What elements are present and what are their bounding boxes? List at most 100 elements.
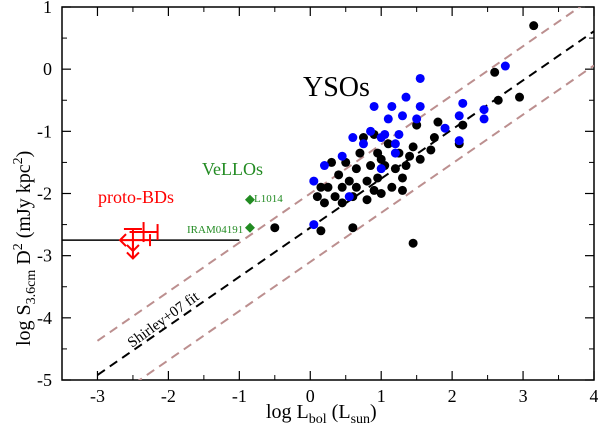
blue-circle-point <box>309 176 319 186</box>
black-circle-point <box>355 148 365 158</box>
x-tick-label: 2 <box>448 386 457 406</box>
blue-circle-point <box>309 220 319 230</box>
black-circle-point <box>337 198 347 208</box>
black-circle-point <box>401 161 411 171</box>
black-circle-point <box>405 151 415 161</box>
blue-circle-point <box>454 111 464 121</box>
y-tick-label: -5 <box>37 370 52 390</box>
black-circle-point <box>387 182 397 192</box>
blue-circle-point <box>479 105 489 115</box>
black-circle-point <box>366 161 376 171</box>
blue-circle-point <box>401 92 411 102</box>
blue-circle-point <box>383 114 393 124</box>
y-tick-label: 0 <box>43 59 52 79</box>
blue-circle-point <box>348 133 358 143</box>
black-circle-point <box>344 176 354 186</box>
axis-ticks <box>61 6 595 381</box>
blue-circle-point <box>458 98 468 108</box>
proto-bd-markers <box>118 222 159 260</box>
y-tick-label: 1 <box>43 0 52 17</box>
black-circle-point <box>362 195 372 205</box>
blue-circle-point <box>390 139 400 149</box>
blue-circle-point <box>440 123 450 133</box>
black-circle-point <box>412 120 422 130</box>
black-circle-point <box>334 170 344 180</box>
proto-bd-arrow-head <box>126 251 140 260</box>
blue-circle-point <box>376 133 386 143</box>
blue-circle-point <box>397 111 407 121</box>
vello-diamond-point <box>244 222 255 233</box>
black-circle-point <box>429 133 439 143</box>
blue-circle-point <box>390 148 400 158</box>
black-circle-point <box>337 182 347 192</box>
black-circle-point <box>376 189 386 198</box>
black-circle-point <box>348 223 358 233</box>
black-circle-point <box>433 117 443 127</box>
x-tick-label: 4 <box>590 386 598 406</box>
x-tick-label: -1 <box>232 386 247 406</box>
black-circle-point <box>397 185 407 195</box>
blue-circle-point <box>376 164 386 174</box>
vello-diamond-point <box>244 194 255 205</box>
blue-circle-point <box>415 73 425 83</box>
black-circle-point <box>330 192 340 202</box>
black-circle-point <box>529 21 539 31</box>
black-circle-point <box>515 92 525 102</box>
y-tick-label: -1 <box>37 121 52 141</box>
black-circle-point <box>458 120 468 130</box>
blue-circle-point <box>500 61 510 71</box>
blue-circle-point <box>369 101 379 111</box>
x-tick-label: 1 <box>377 386 386 406</box>
black-circle-point <box>351 164 361 174</box>
black-circle-point <box>358 133 368 143</box>
black-circle-point <box>312 192 322 202</box>
black-circle-point <box>319 198 329 208</box>
black-circle-point <box>426 145 436 155</box>
blue-circle-point <box>337 151 347 161</box>
black-circle-point <box>408 142 418 152</box>
black-circle-point <box>408 238 418 248</box>
tick-labels: -3 -2 -1 0 1 2 3 4 -5 -4 -3 -2 -1 0 1 <box>37 0 598 406</box>
black-circle-point <box>351 182 361 192</box>
vellos-label: VeLLOs <box>202 159 263 179</box>
y-tick-label: -2 <box>37 184 52 204</box>
blue-circle-point <box>366 126 376 136</box>
blue-circle-point <box>394 129 404 139</box>
black-circle-point <box>415 154 425 164</box>
black-circle-point <box>373 148 383 158</box>
black-circle-point <box>390 164 400 174</box>
y-tick-label: -4 <box>37 308 52 328</box>
black-circle-point <box>369 185 379 195</box>
black-circle-point <box>316 182 326 192</box>
black-circle-point <box>316 226 326 236</box>
blue-circle-point <box>415 101 425 111</box>
black-circle-point <box>493 95 503 105</box>
x-tick-label: 0 <box>306 386 315 406</box>
x-axis-label: log Lbol (Lsun) <box>266 401 377 427</box>
black-circle-point <box>490 67 500 77</box>
data-points <box>244 21 539 248</box>
iram-label: IRAM04191 <box>187 224 243 236</box>
black-circle-point <box>270 223 280 233</box>
x-tick-label: -3 <box>90 386 105 406</box>
blue-circle-point <box>412 114 422 124</box>
proto-bds-label: proto-BDs <box>98 187 174 207</box>
proto-bd-left-arrow-head <box>118 233 127 247</box>
upper-band-line <box>96 7 582 342</box>
black-circle-point <box>323 182 333 192</box>
black-circle-point <box>327 157 337 167</box>
blue-circle-point <box>358 139 368 149</box>
ysos-label: YSOs <box>303 72 370 103</box>
black-circle-point <box>383 139 393 149</box>
x-tick-label: 3 <box>519 386 528 406</box>
y-axis-label: log S3.6cm D2 (mJy kpc2) <box>11 151 39 346</box>
blue-circle-point <box>387 101 397 111</box>
x-tick-label: -2 <box>161 386 176 406</box>
lower-band-line <box>137 64 594 380</box>
y-tick-label: -3 <box>37 246 52 266</box>
l1014-label: L1014 <box>254 193 283 205</box>
blue-circle-point <box>319 161 329 171</box>
fit-label: Shirley+07 fit <box>125 289 203 352</box>
